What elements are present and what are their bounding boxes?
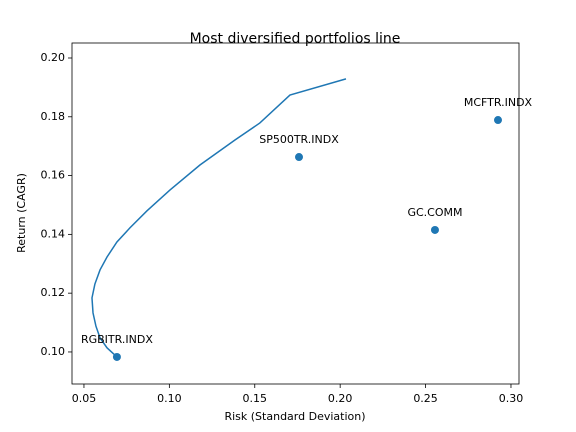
y-tick-label: 0.16 — [41, 169, 66, 182]
point-label: GC.COMM — [407, 206, 462, 219]
x-tick-label: 0.05 — [72, 392, 97, 405]
y-tick-label: 0.10 — [41, 345, 66, 358]
y-axis-label: Return (CAGR) — [15, 173, 28, 253]
point-label: SP500TR.INDX — [259, 133, 339, 146]
scatter-point — [493, 116, 502, 125]
line — [91, 78, 347, 358]
point-label: MCFTR.INDX — [464, 96, 533, 109]
scatter-point — [430, 225, 439, 234]
scatter-point — [295, 153, 304, 162]
x-axis-label: Risk (Standard Deviation) — [224, 410, 365, 423]
plot-frame — [71, 42, 520, 385]
y-tick-label: 0.12 — [41, 286, 66, 299]
x-tick-label: 0.30 — [499, 392, 524, 405]
scatter-point — [112, 352, 121, 361]
point-label: RGBITR.INDX — [81, 333, 153, 346]
chart-title: Most diversified portfolios line — [190, 31, 401, 47]
y-tick-label: 0.20 — [41, 51, 66, 64]
x-tick-label: 0.15 — [243, 392, 268, 405]
y-tick-label: 0.14 — [41, 227, 66, 240]
y-tick-label: 0.18 — [41, 110, 66, 123]
x-tick-label: 0.10 — [157, 392, 182, 405]
x-tick-label: 0.25 — [413, 392, 438, 405]
x-tick-label: 0.20 — [328, 392, 353, 405]
